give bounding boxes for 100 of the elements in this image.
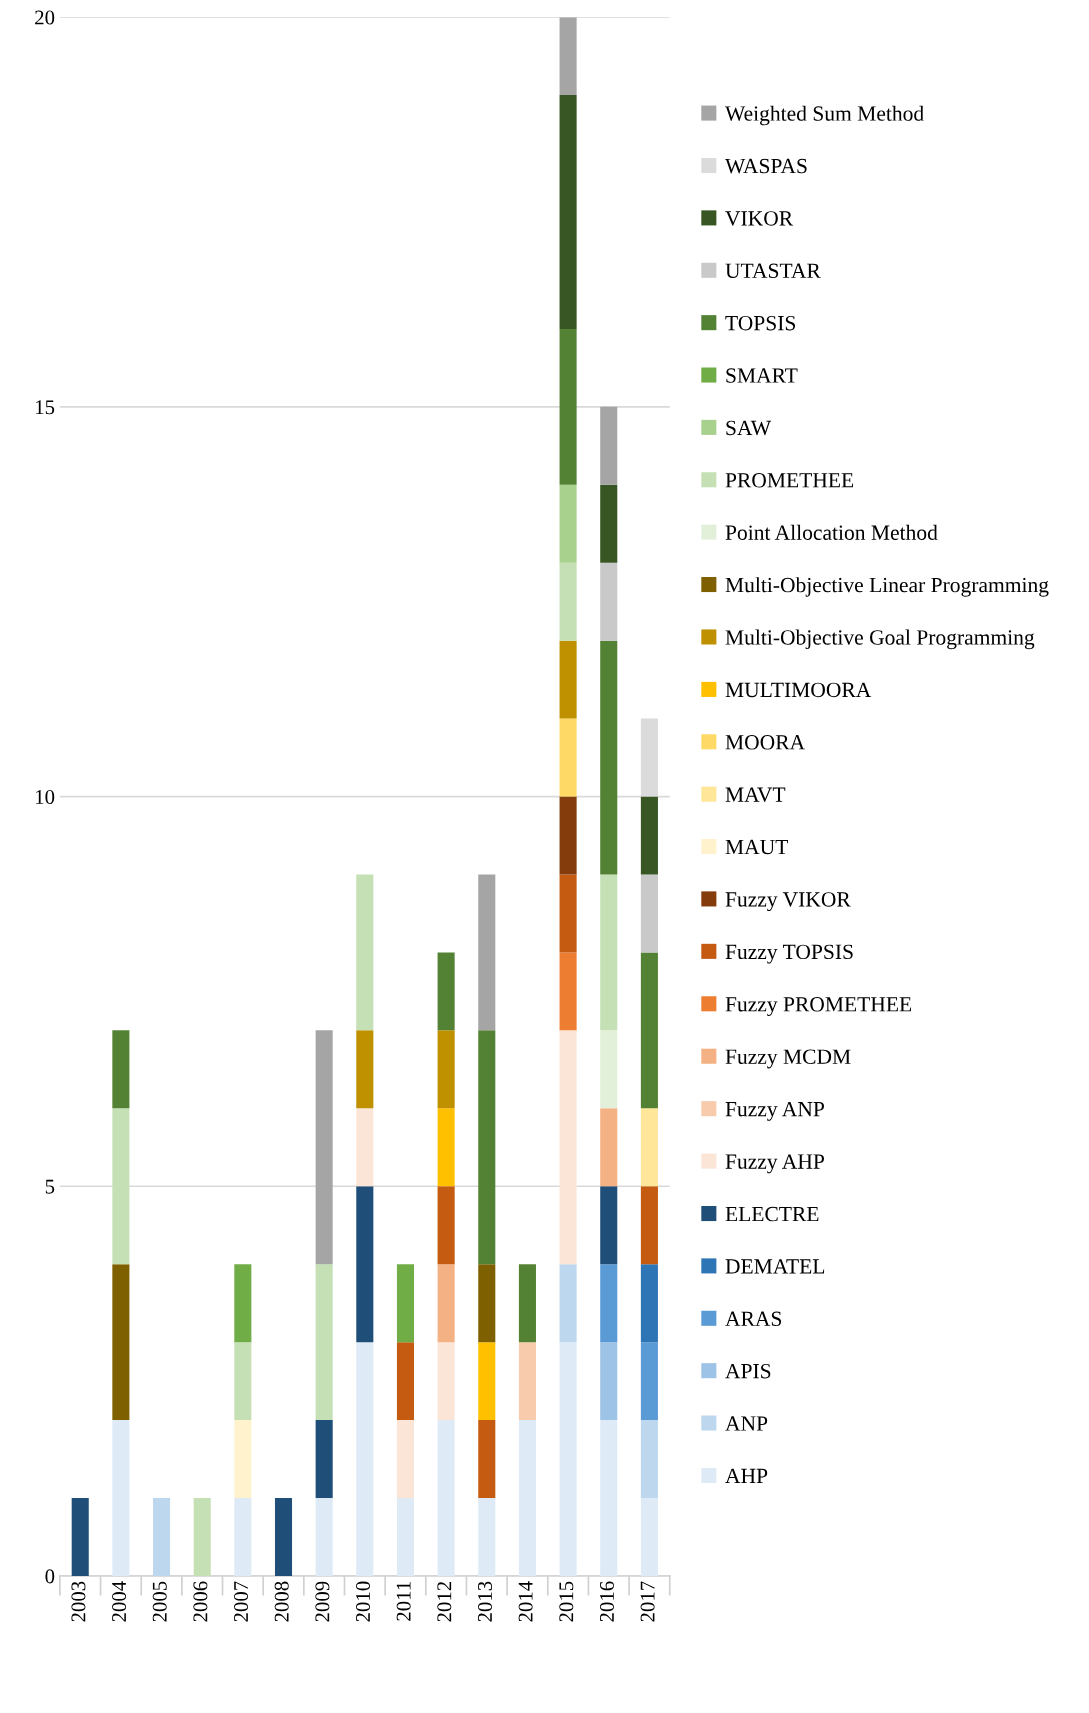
bar bbox=[437, 952, 455, 1031]
x-tick-label: 2009 bbox=[315, 1581, 330, 1622]
y-tick-label: 5 bbox=[45, 1179, 55, 1194]
bar bbox=[437, 1342, 455, 1421]
bar bbox=[478, 1264, 496, 1343]
bar bbox=[600, 1108, 618, 1187]
bar bbox=[600, 1264, 618, 1343]
legend-label: WASPAS bbox=[725, 158, 807, 174]
y-tick-label: 0 bbox=[45, 1569, 55, 1584]
bar bbox=[112, 1108, 130, 1265]
bar bbox=[559, 1264, 577, 1343]
bar bbox=[559, 562, 577, 641]
bar bbox=[356, 1030, 374, 1109]
x-tick-label: 2016 bbox=[599, 1581, 614, 1622]
bar bbox=[600, 562, 618, 641]
bar bbox=[518, 1342, 536, 1421]
bar bbox=[234, 1342, 252, 1421]
bar bbox=[478, 1498, 496, 1576]
y-tick-label: 10 bbox=[36, 789, 55, 804]
bar bbox=[600, 1186, 618, 1265]
bar bbox=[640, 1342, 658, 1421]
legend-label: Multi-Objective Goal Programming bbox=[725, 629, 1035, 650]
legend-label: ANP bbox=[725, 1416, 768, 1431]
bar bbox=[600, 874, 618, 1031]
x-tick-label: 2003 bbox=[71, 1581, 86, 1622]
legend-label: Fuzzy AHP bbox=[725, 1154, 824, 1174]
bar bbox=[112, 1030, 130, 1109]
legend-label: ARAS bbox=[725, 1311, 782, 1327]
bar bbox=[315, 1420, 333, 1499]
bar bbox=[559, 952, 577, 1031]
bar bbox=[559, 1342, 577, 1576]
bar bbox=[559, 718, 577, 797]
bar bbox=[600, 484, 618, 563]
x-tick-label: 2004 bbox=[112, 1581, 127, 1622]
legend-label: Fuzzy ANP bbox=[725, 1101, 824, 1121]
bar bbox=[396, 1420, 415, 1499]
bar bbox=[640, 1264, 658, 1343]
bar bbox=[640, 796, 658, 875]
x-tick-label: 2007 bbox=[234, 1581, 249, 1622]
bar bbox=[356, 1186, 374, 1343]
bar bbox=[600, 1030, 618, 1109]
bar bbox=[234, 1498, 252, 1576]
bar bbox=[559, 328, 577, 485]
legend-label: ELECTRE bbox=[725, 1206, 819, 1222]
bar bbox=[640, 952, 658, 1109]
y-tick-label: 15 bbox=[36, 400, 55, 415]
legend-label: PROMETHEE bbox=[725, 473, 854, 488]
x-tick-label: 2013 bbox=[477, 1581, 492, 1622]
bar bbox=[600, 406, 618, 485]
legend-label: SMART bbox=[726, 368, 798, 383]
legend-label: AHP bbox=[725, 1468, 768, 1483]
bar bbox=[518, 1264, 536, 1343]
bar bbox=[356, 1108, 374, 1187]
x-tick-label: 2014 bbox=[518, 1581, 533, 1622]
x-tick-label: 2010 bbox=[355, 1581, 371, 1622]
legend-label: MULTIMOORA bbox=[725, 682, 872, 698]
bar bbox=[559, 796, 577, 875]
bar bbox=[315, 1264, 333, 1421]
bar bbox=[437, 1030, 455, 1109]
bar bbox=[234, 1420, 252, 1499]
bar bbox=[600, 640, 618, 875]
bar bbox=[478, 874, 496, 1031]
bar bbox=[396, 1342, 415, 1421]
legend-label: Fuzzy TOPSIS bbox=[725, 944, 853, 964]
legend-label: Fuzzy VIKOR bbox=[725, 892, 851, 912]
legend-label: VIKOR bbox=[725, 211, 794, 226]
legend-label: TOPSIS bbox=[725, 315, 796, 331]
bar bbox=[437, 1186, 455, 1265]
legend-label: Multi-Objective Linear Programming bbox=[725, 577, 1049, 597]
x-tick-label: 2017 bbox=[640, 1581, 655, 1622]
y-tick-label: 20 bbox=[35, 10, 55, 25]
bar bbox=[315, 1030, 333, 1265]
legend-label: Fuzzy MCDM bbox=[725, 1049, 851, 1069]
bar bbox=[600, 1420, 618, 1576]
bar bbox=[71, 1498, 89, 1576]
bar bbox=[396, 1264, 415, 1343]
x-tick-label: 2005 bbox=[152, 1581, 167, 1622]
legend-label: MAVT bbox=[725, 787, 786, 803]
bar bbox=[437, 1420, 455, 1576]
bar bbox=[640, 1186, 658, 1265]
bar bbox=[559, 95, 577, 329]
legend-label: SAW bbox=[726, 420, 772, 436]
bar bbox=[315, 1498, 333, 1576]
bar bbox=[356, 1342, 374, 1576]
bar bbox=[478, 1030, 496, 1265]
legend-label: APIS bbox=[725, 1363, 771, 1379]
bar bbox=[640, 1498, 658, 1576]
bar bbox=[559, 874, 577, 953]
bar bbox=[153, 1498, 171, 1576]
bar bbox=[193, 1498, 211, 1576]
bar bbox=[640, 1108, 658, 1187]
bar bbox=[112, 1420, 130, 1576]
bar bbox=[234, 1264, 252, 1343]
bar bbox=[640, 874, 658, 953]
bar bbox=[600, 1342, 618, 1421]
bar bbox=[437, 1264, 455, 1343]
bar bbox=[640, 1420, 658, 1499]
legend-label: MAUT bbox=[725, 839, 789, 855]
bar bbox=[559, 1030, 577, 1265]
legend-label: MOORA bbox=[725, 735, 805, 750]
